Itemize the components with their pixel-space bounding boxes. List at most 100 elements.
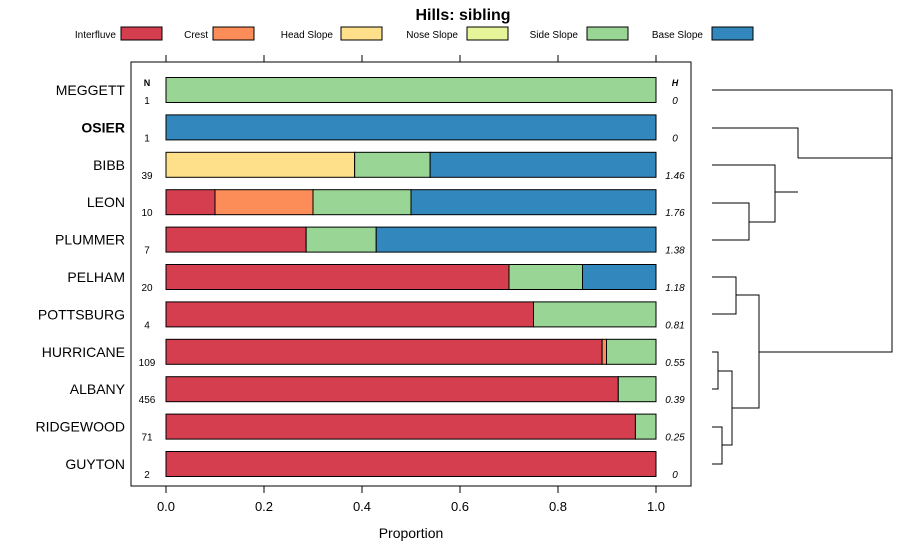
bar-segment [508, 264, 583, 290]
dendrogram-link [712, 164, 776, 192]
bar-segment [165, 264, 510, 290]
plot-frame [130, 61, 692, 487]
bar-segment [165, 151, 356, 178]
dendrogram-link [712, 276, 737, 295]
legend-label: Nose Slope [406, 30, 458, 41]
bar-segment [165, 114, 657, 141]
dendrogram-link [712, 89, 893, 158]
dendrogram [712, 89, 893, 465]
n-value: 71 [141, 433, 153, 444]
legend-swatch [586, 26, 629, 41]
dendrogram-link [759, 158, 893, 353]
row-label: MEGGETT [56, 82, 126, 98]
bars-group [165, 77, 657, 477]
legend-label: Side Slope [530, 30, 579, 41]
row-label: RIDGEWOOD [36, 419, 125, 435]
dendrogram-link [749, 192, 776, 223]
n-value: 7 [144, 246, 150, 257]
dendrogram-link [732, 352, 760, 409]
x-axis: 0.0 0.2 0.4 0.6 0.8 1.0 [157, 55, 665, 514]
bar-segment [606, 338, 657, 365]
h-value: 0.81 [665, 320, 684, 331]
row-label: PLUMMER [55, 232, 125, 248]
legend: Interfluve Crest Head Slope Nose Slope Side … [75, 26, 754, 41]
dendrogram-link [712, 426, 723, 445]
h-value: 0 [672, 133, 678, 144]
legend-swatch [212, 26, 255, 41]
row-label: BIBB [93, 157, 125, 173]
dendrogram-link [712, 295, 737, 315]
x-tick-label: 0.2 [255, 499, 273, 514]
bar-segment [354, 151, 431, 178]
h-labels: 0 0 1.46 1.76 1.38 1.18 0.81 0.55 0.39 0.25 0 [665, 96, 685, 481]
row-label: PELHAM [67, 269, 125, 285]
bar-segment [165, 451, 657, 477]
bar-segment [165, 376, 619, 403]
bar-segment [165, 77, 657, 103]
row-label: OSIER [81, 119, 125, 135]
bar-segment [165, 413, 636, 440]
n-value: 20 [141, 283, 153, 294]
dendrogram-link [718, 370, 733, 408]
bar-segment [165, 301, 534, 328]
n-value: 109 [139, 358, 156, 369]
dendrogram-link [736, 294, 760, 352]
bar-segment [582, 264, 657, 290]
x-tick-label: 0.6 [451, 499, 469, 514]
h-value: 0.55 [665, 358, 685, 369]
n-value: 456 [139, 395, 156, 406]
row-label: HURRICANE [42, 344, 125, 360]
h-value: 0.39 [665, 395, 685, 406]
bar-segment [165, 226, 307, 253]
n-value: 4 [144, 320, 150, 331]
n-value: 1 [144, 133, 150, 144]
bar-segment [375, 226, 657, 253]
dendrogram-link [712, 445, 723, 465]
legend-label: Interfluve [75, 30, 117, 41]
bar-segment [601, 338, 608, 365]
legend-label: Base Slope [652, 30, 704, 41]
h-value: 0.25 [665, 433, 685, 444]
row-labels: MEGGETT OSIER BIBB LEON PLUMMER PELHAM POTTSBU… [36, 82, 126, 472]
row-label: GUYTON [65, 456, 125, 472]
bar-segment [305, 226, 377, 253]
bar-segment [214, 189, 314, 216]
x-tick-label: 0.4 [353, 499, 371, 514]
legend-swatch [120, 26, 163, 41]
h-value: 1.46 [665, 171, 685, 182]
bar-segment [429, 151, 657, 178]
legend-label: Head Slope [281, 30, 334, 41]
bar-segment [634, 413, 657, 440]
n-value: 2 [144, 470, 150, 481]
dendrogram-link [712, 127, 799, 158]
legend-swatch [711, 26, 754, 41]
dendrogram-link [712, 371, 719, 390]
n-labels: 1 1 39 10 7 20 4 109 456 71 2 [139, 96, 156, 481]
h-column-header: H [672, 78, 679, 88]
bar-segment [410, 189, 657, 216]
h-value: 1.18 [665, 283, 685, 294]
x-axis-label: Proportion [379, 525, 444, 541]
bar-segment [312, 189, 412, 216]
n-value: 1 [144, 96, 150, 107]
bar-segment [533, 301, 657, 328]
row-label: POTTSBURG [38, 306, 125, 322]
bar-segment [617, 376, 657, 403]
legend-swatch [340, 26, 383, 41]
dendrogram-link [722, 408, 733, 446]
legend-label: Crest [184, 30, 208, 41]
n-value: 10 [141, 208, 153, 219]
h-value: 0 [672, 96, 678, 107]
legend-swatch [466, 26, 509, 41]
n-value: 39 [141, 171, 153, 182]
n-column-header: N [144, 78, 151, 88]
dendrogram-link [712, 202, 750, 222]
row-label: LEON [87, 194, 125, 210]
h-value: 1.76 [665, 208, 685, 219]
chart-title: Hills: sibling [415, 7, 510, 24]
x-tick-label: 0.0 [157, 499, 175, 514]
dendrogram-link [712, 351, 719, 371]
bar-segment [165, 338, 603, 365]
h-value: 0 [672, 470, 678, 481]
